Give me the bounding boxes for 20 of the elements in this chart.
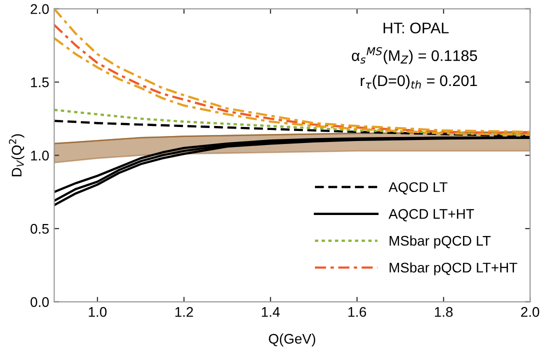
x-tick-label: 1.8 bbox=[434, 307, 453, 317]
y-tick-label: 0.5 bbox=[30, 224, 49, 234]
y-tick-label: 1.5 bbox=[31, 78, 49, 88]
annotation: α$_{s}$$^{MS}$(M$_{Z}$) = 0.1185 bbox=[352, 47, 478, 64]
y-tick-label: 0.0 bbox=[30, 297, 49, 307]
x-tick-label: 1.6 bbox=[348, 307, 366, 317]
legend-label: MSbar pQCD LT bbox=[390, 236, 491, 248]
legend-label: MSbar pQCD LT+HT bbox=[390, 262, 518, 276]
annotation: HT: OPAL bbox=[384, 22, 449, 34]
legend-label: AQCD LT+HT bbox=[388, 209, 474, 222]
x-axis-title: Q(GeV) bbox=[268, 334, 316, 346]
x-tick-label: 1.2 bbox=[175, 307, 193, 317]
y-tick-label: 2.0 bbox=[30, 4, 49, 14]
x-tick-label: 1.4 bbox=[262, 307, 280, 317]
legend-label: AQCD LT bbox=[388, 182, 448, 195]
x-tick-label: 2.0 bbox=[521, 307, 540, 317]
annotation: r$_{τ}$(D=0)$_{th}$ = 0.201 bbox=[360, 74, 477, 90]
x-tick-label: 1.0 bbox=[88, 307, 107, 317]
y-axis-title: D$_{V}$(Q$^{2}$) bbox=[8, 134, 24, 176]
y-tick-label: 1.0 bbox=[31, 150, 49, 160]
